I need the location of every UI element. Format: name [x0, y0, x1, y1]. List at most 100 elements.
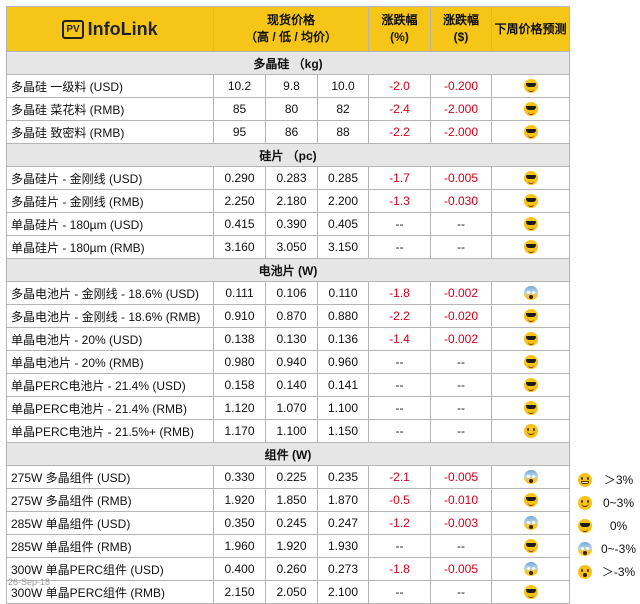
- avg-price-cell: 1.930: [316, 534, 370, 558]
- sunglasses-face-icon: [523, 240, 538, 255]
- sunglasses-face-icon: [578, 518, 592, 533]
- product-name-cell: 285W 单晶组件 (RMB): [6, 534, 214, 558]
- low-price-cell: 2.050: [265, 580, 318, 604]
- change-pct-cell: --: [368, 580, 432, 604]
- forecast-legend: ＞3% 0~3% 0% 0~-3% ＞-3%: [573, 468, 637, 583]
- table-row: 单晶PERC电池片 - 21.4% (RMB) 1.120 1.070 1.100 --…: [6, 396, 571, 420]
- forecast-cell: [491, 396, 571, 420]
- change-pct-cell: -1.3: [368, 189, 432, 213]
- change-pct-cell: -2.2: [368, 120, 432, 144]
- avg-price-cell: 2.100: [316, 580, 370, 604]
- change-pct-cell: -1.8: [368, 557, 432, 581]
- change-pct-cell: -1.7: [368, 166, 432, 190]
- change-amount-cell: --: [430, 580, 493, 604]
- product-name-cell: 多晶硅 菜花料 (RMB): [6, 97, 214, 121]
- price-table-container: PV InfoLink 现货价格 （高 / 低 / 均价） 涨跌幅 (%) 涨跌…: [5, 6, 571, 604]
- product-name-cell: 单晶硅片 - 180µm (RMB): [6, 235, 214, 259]
- change-amount-cell: -2.000: [430, 120, 493, 144]
- table-row: 多晶硅片 - 金刚线 (USD) 0.290 0.283 0.285 -1.7 -0.00…: [6, 166, 571, 190]
- low-price-cell: 0.140: [265, 373, 318, 397]
- product-name-cell: 275W 多晶组件 (USD): [6, 465, 214, 489]
- low-price-cell: 0.870: [265, 304, 318, 328]
- forecast-cell: [491, 327, 571, 351]
- high-price-cell: 0.400: [213, 557, 266, 581]
- change-amount-cell: -0.003: [430, 511, 493, 535]
- avg-price-cell: 0.136: [316, 327, 370, 351]
- sunglasses-face-icon: [523, 217, 538, 232]
- change-pct-cell: --: [368, 235, 432, 259]
- section-header-row: 硅片 （pc): [5, 143, 571, 167]
- change-usd-label: 涨跌幅: [443, 13, 480, 27]
- change-usd-header: 涨跌幅 ($): [430, 6, 493, 52]
- change-pct-cell: -2.1: [368, 465, 432, 489]
- legend-label: 0~3%: [602, 495, 635, 510]
- pv-logo-badge: PV: [62, 19, 84, 39]
- high-price-cell: 1.170: [213, 419, 266, 443]
- high-price-cell: 0.415: [213, 212, 266, 236]
- low-price-cell: 80: [265, 97, 318, 121]
- table-row: 单晶硅片 - 180µm (RMB) 3.160 3.050 3.150 -- --: [6, 235, 571, 259]
- forecast-cell: [491, 465, 571, 489]
- forecast-cell: [491, 511, 571, 535]
- change-amount-cell: --: [430, 534, 493, 558]
- low-price-cell: 3.050: [265, 235, 318, 259]
- forecast-cell: [491, 120, 571, 144]
- legend-item: 0%: [573, 514, 637, 537]
- table-row: 多晶硅片 - 金刚线 (RMB) 2.250 2.180 2.200 -1.3 -0.03…: [6, 189, 571, 213]
- change-amount-cell: -0.002: [430, 327, 493, 351]
- high-price-cell: 10.2: [213, 74, 266, 98]
- legend-item: ＞3%: [573, 468, 637, 491]
- low-price-cell: 0.260: [265, 557, 318, 581]
- change-amount-cell: --: [430, 373, 493, 397]
- forecast-cell: [491, 350, 571, 374]
- sunglasses-face-icon: [523, 401, 538, 416]
- logo-text: InfoLink: [87, 18, 158, 39]
- avg-price-cell: 0.285: [316, 166, 370, 190]
- change-pct-cell: -0.5: [368, 488, 432, 512]
- change-pct-cell: -1.4: [368, 327, 432, 351]
- high-price-cell: 1.920: [213, 488, 266, 512]
- change-pct-cell: -2.4: [368, 97, 432, 121]
- table-row: 单晶硅片 - 180µm (USD) 0.415 0.390 0.405 -- --: [6, 212, 571, 236]
- section-header-row: 多晶硅 （kg): [5, 51, 571, 75]
- product-name-cell: 单晶PERC电池片 - 21.4% (USD): [6, 373, 214, 397]
- table-row: 单晶PERC电池片 - 21.5%+ (RMB) 1.170 1.100 1.150-…: [6, 419, 571, 443]
- sunglasses-face-icon: [523, 355, 538, 370]
- sunglasses-face-icon: [523, 493, 538, 508]
- sunglasses-face-icon: [523, 309, 538, 324]
- forecast-cell: [491, 304, 571, 328]
- avg-price-cell: 0.247: [316, 511, 370, 535]
- avg-price-cell: 0.960: [316, 350, 370, 374]
- legend-label: 0~-3%: [600, 541, 637, 556]
- high-price-cell: 95: [213, 120, 266, 144]
- section-title: 多晶硅 （kg): [5, 51, 571, 75]
- forecast-cell: [491, 166, 571, 190]
- table-row: 单晶电池片 - 20% (RMB) 0.980 0.940 0.960 -- --: [6, 350, 571, 374]
- product-name-cell: 单晶硅片 - 180µm (USD): [6, 212, 214, 236]
- high-price-cell: 0.330: [213, 465, 266, 489]
- high-price-cell: 1.120: [213, 396, 266, 420]
- avg-price-cell: 1.100: [316, 396, 370, 420]
- table-row: 多晶硅 致密料 (RMB) 95 86 88 -2.2 -2.000: [6, 120, 571, 144]
- avg-price-cell: 10.0: [316, 74, 370, 98]
- change-amount-cell: --: [430, 235, 493, 259]
- section-title: 组件 (W): [5, 442, 571, 466]
- avg-price-cell: 0.273: [316, 557, 370, 581]
- high-price-cell: 0.290: [213, 166, 266, 190]
- change-pct-cell: --: [368, 534, 432, 558]
- table-row: 285W 单晶组件 (RMB) 1.960 1.920 1.930 -- --: [6, 534, 571, 558]
- change-pct-cell: --: [368, 212, 432, 236]
- change-amount-cell: -0.002: [430, 281, 493, 305]
- low-price-cell: 0.283: [265, 166, 318, 190]
- low-price-cell: 0.130: [265, 327, 318, 351]
- table-row: 单晶电池片 - 20% (USD) 0.138 0.130 0.136 -1.4 -0.0…: [6, 327, 571, 351]
- high-price-cell: 0.980: [213, 350, 266, 374]
- change-amount-cell: -0.005: [430, 166, 493, 190]
- high-price-cell: 1.960: [213, 534, 266, 558]
- forecast-cell: [491, 74, 571, 98]
- forecast-cell: [491, 488, 571, 512]
- product-name-cell: 单晶电池片 - 20% (RMB): [6, 350, 214, 374]
- table-row: 多晶电池片 - 金刚线 - 18.6% (RMB) 0.910 0.870 0.880…: [6, 304, 571, 328]
- change-pct-cell: --: [368, 396, 432, 420]
- forecast-cell: [491, 212, 571, 236]
